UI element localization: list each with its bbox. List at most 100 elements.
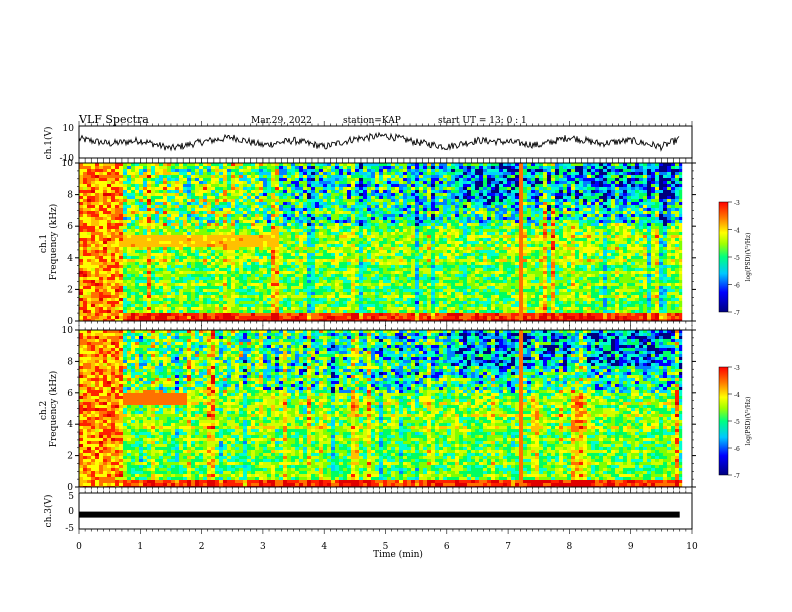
spectrogram-cell [599, 229, 603, 232]
spectrogram-cell [347, 193, 351, 196]
spectrogram-cell [439, 169, 443, 172]
spectrogram-cell [575, 172, 579, 175]
spectrogram-cell [423, 232, 427, 235]
spectrogram-cell [451, 241, 455, 244]
spectrogram-cell [391, 187, 395, 190]
spectrogram-cell [507, 172, 511, 175]
spectrogram-cell [427, 238, 431, 241]
spectrogram-cell [203, 172, 207, 175]
spectrogram-cell [323, 169, 327, 172]
spectrogram-cell [203, 193, 207, 196]
spectrogram-cell [155, 211, 159, 214]
spectrogram-cell [347, 190, 351, 193]
spectrogram-cell [175, 169, 179, 172]
spectrogram-cell [247, 217, 251, 220]
spectrogram-cell [347, 259, 351, 262]
spectrogram-cell [239, 181, 243, 184]
spectrogram-cell [499, 247, 503, 250]
spectrogram-cell [211, 235, 215, 238]
spectrogram-cell [107, 235, 111, 238]
spectrogram-cell [91, 223, 95, 226]
spectrogram-cell [507, 178, 511, 181]
spectrogram-cell [579, 232, 583, 235]
spectrogram-cell [239, 214, 243, 217]
spectrogram-cell [611, 223, 615, 226]
spectrogram-cell [535, 226, 539, 229]
spectrogram-cell [527, 229, 531, 232]
spectrogram-cell [263, 175, 267, 178]
spectrogram-cell [187, 190, 191, 193]
spectrogram-cell [239, 244, 243, 247]
spectrogram-cell [551, 217, 555, 220]
spectrogram-cell [163, 241, 167, 244]
spectrogram-cell [495, 178, 499, 181]
spectrogram-cell [651, 235, 655, 238]
spectrogram-cell [87, 178, 91, 181]
spectrogram-cell [615, 196, 619, 199]
spectrogram-cell [575, 238, 579, 241]
spectrogram-cell [391, 247, 395, 250]
spectrogram-cell [375, 256, 379, 259]
spectrogram-cell [207, 217, 211, 220]
spectrogram-cell [199, 166, 203, 169]
spectrogram-cell [487, 175, 491, 178]
spectrogram-cell [371, 199, 375, 202]
spectrogram-cell [287, 247, 291, 250]
spectrogram-cell [403, 235, 407, 238]
spectrogram-cell [607, 175, 611, 178]
spectrogram-cell [635, 205, 639, 208]
spectrogram-cell [667, 226, 671, 229]
spectrogram-cell [491, 211, 495, 214]
spectrogram-cell [387, 205, 391, 208]
spectrogram-cell [227, 205, 231, 208]
spectrogram-cell [495, 172, 499, 175]
spectrogram-cell [143, 214, 147, 217]
spectrogram-cell [391, 175, 395, 178]
spectrogram-cell [503, 190, 507, 193]
spectrogram-cell [635, 232, 639, 235]
spectrogram-cell [107, 214, 111, 217]
spectrogram-cell [135, 235, 139, 238]
spectrogram-cell [555, 244, 559, 247]
spectrogram-cell [311, 235, 315, 238]
spectrogram-cell [671, 247, 675, 250]
spectrogram-cell [539, 259, 543, 262]
spectrogram-cell [299, 199, 303, 202]
spectrogram-cell [299, 232, 303, 235]
spectrogram-cell [311, 238, 315, 241]
spectrogram-cell [191, 214, 195, 217]
spectrogram-cell [327, 223, 331, 226]
spectrogram-cell [659, 247, 663, 250]
spectrogram-cell [463, 238, 467, 241]
spectrogram-cell [551, 223, 555, 226]
spectrogram-cell [379, 205, 383, 208]
spectrogram-cell [203, 175, 207, 178]
spectrogram-cell [679, 166, 683, 169]
spectrogram-cell [379, 190, 383, 193]
spectrogram-cell [531, 238, 535, 241]
spectrogram-cell [559, 256, 563, 259]
spectrogram-cell [195, 166, 199, 169]
spectrogram-cell [471, 238, 475, 241]
spectrogram-cell [443, 205, 447, 208]
spectrogram-cell [531, 217, 535, 220]
spectrogram-cell [615, 214, 619, 217]
spectrogram-cell [375, 217, 379, 220]
spectrogram-cell [351, 229, 355, 232]
spectrogram-cell [535, 205, 539, 208]
spectrogram-cell [191, 205, 195, 208]
spectrogram-cell [615, 232, 619, 235]
spectrogram-cell [619, 256, 623, 259]
spectrogram-cell [475, 184, 479, 187]
spectrogram-cell [587, 217, 591, 220]
spectrogram-cell [215, 193, 219, 196]
spectrogram-cell [459, 199, 463, 202]
spectrogram-cell [159, 253, 163, 256]
spectrogram-cell [651, 181, 655, 184]
spectrogram-cell [663, 166, 667, 169]
spectrogram-cell [143, 178, 147, 181]
spectrogram-cell [403, 259, 407, 262]
spectrogram-cell [295, 163, 299, 166]
spectrogram-cell [347, 253, 351, 256]
spectrogram-cell [523, 175, 527, 178]
